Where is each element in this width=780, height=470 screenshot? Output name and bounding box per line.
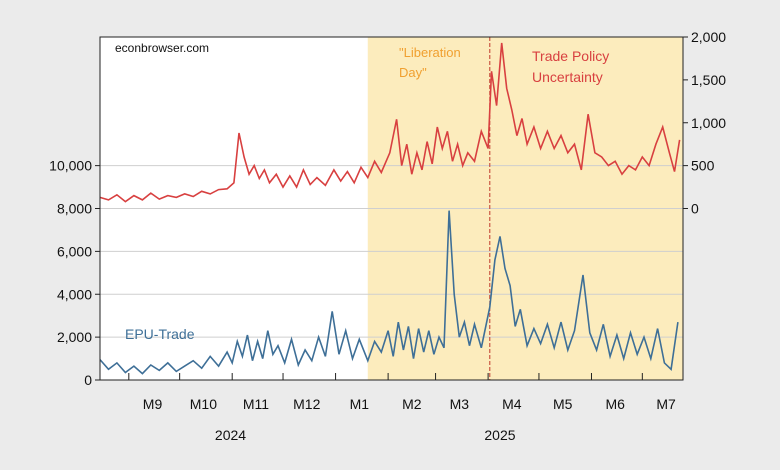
y-right-tick-label: 0: [691, 201, 699, 217]
y-right-tick-label: 2,000: [691, 29, 726, 45]
liberation-day-label: "Liberation Day": [399, 45, 464, 80]
y-left-tick-label: 10,000: [49, 158, 92, 174]
y-right-tick-label: 1,000: [691, 115, 726, 131]
x-tick-label: M9: [143, 396, 163, 412]
x-tick-label: M3: [450, 396, 470, 412]
y-right-tick-label: 500: [691, 158, 715, 174]
y-left-tick-label: 4,000: [57, 286, 92, 302]
y-left-ticks: 0 2,000 4,000 6,000 8,000 10,000: [49, 158, 100, 388]
trade-policy-uncertainty-label-line-2: Uncertainty: [532, 69, 603, 85]
liberation-day-label-line-2: Day": [399, 65, 427, 80]
series-line-trade-policy-uncertainty: [99, 42, 681, 203]
x-tick-labels: M9 M10 M11 M12 M1 M2 M3 M4 M5 M6 M7: [143, 396, 676, 412]
y-left-tick-label: 8,000: [57, 201, 92, 217]
x-tick-label: M7: [656, 396, 676, 412]
x-tick-label: M11: [243, 396, 269, 412]
x-tick-label: M5: [553, 396, 573, 412]
year-label: 2025: [484, 427, 515, 443]
y-left-tick-label: 0: [84, 372, 92, 388]
series-line-epu-trade: [99, 210, 679, 375]
y-left-tick-label: 2,000: [57, 329, 92, 345]
x-tick-label: M12: [293, 396, 320, 412]
x-dividers: [128, 373, 643, 380]
source-label: econbrowser.com: [115, 41, 209, 55]
epu-trade-label: EPU-Trade: [125, 326, 195, 342]
trade-policy-uncertainty-label-line-1: Trade Policy: [532, 48, 609, 64]
year-labels: 2024 2025: [215, 427, 516, 443]
x-tick-label: M10: [190, 396, 217, 412]
x-tick-label: M6: [605, 396, 625, 412]
x-tick-label: M2: [402, 396, 422, 412]
x-tick-label: M1: [350, 396, 370, 412]
year-label: 2024: [215, 427, 246, 443]
x-tick-label: M4: [502, 396, 522, 412]
trade-policy-uncertainty-label: Trade Policy Uncertainty: [532, 48, 613, 85]
y-right-tick-label: 1,500: [691, 72, 726, 88]
y-left-tick-label: 6,000: [57, 243, 92, 259]
y-right-ticks: 0 500 1,000 1,500 2,000: [683, 29, 726, 217]
liberation-day-label-line-1: "Liberation: [399, 45, 461, 60]
